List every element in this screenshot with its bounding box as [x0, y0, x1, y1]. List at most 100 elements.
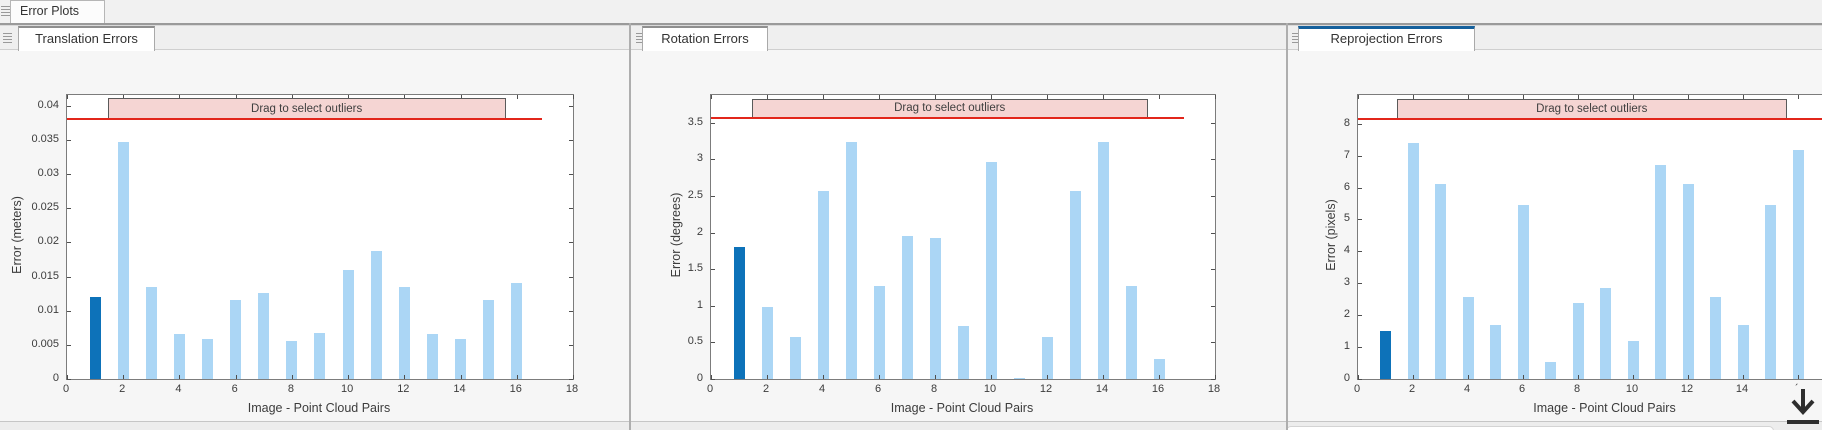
drag-to-select-outliers-band[interactable]: Drag to select outliers	[107, 98, 506, 119]
x-tick-mark	[1413, 95, 1414, 99]
tab-rotation-errors-label: Rotation Errors	[661, 31, 749, 46]
download-arrow-icon[interactable]	[1784, 386, 1822, 430]
bar[interactable]	[761, 306, 773, 379]
bar[interactable]	[817, 190, 829, 379]
y-tick-mark	[67, 174, 71, 176]
y-tick-label: 0.035	[31, 133, 59, 146]
bar[interactable]	[145, 286, 157, 379]
x-tick-mark	[348, 375, 350, 379]
bar[interactable]	[1737, 325, 1749, 379]
bar[interactable]	[929, 237, 941, 379]
reprojection-errors-plot-area[interactable]: Drag to select outliers	[1357, 94, 1822, 380]
x-tick-mark	[823, 95, 824, 99]
bar[interactable]	[1517, 204, 1529, 379]
bar[interactable]	[1013, 377, 1025, 379]
x-tick-mark	[348, 95, 350, 99]
x-tick-label: 4	[1463, 383, 1471, 395]
y-tick-mark	[568, 174, 573, 176]
outlier-threshold-line	[67, 117, 543, 120]
x-tick-mark	[67, 95, 68, 99]
tab-error-plots[interactable]: Error Plots	[10, 0, 105, 23]
bar[interactable]	[398, 286, 410, 379]
x-tick-mark	[935, 95, 936, 99]
y-tick-label: 8	[1343, 116, 1350, 129]
bar[interactable]	[1041, 337, 1053, 379]
rotation-errors-plot-area[interactable]: Drag to select outliers	[710, 94, 1216, 380]
y-tick-mark	[67, 344, 71, 346]
bar[interactable]	[286, 340, 298, 379]
bar[interactable]	[1462, 296, 1474, 379]
bar[interactable]	[1407, 142, 1419, 379]
drag-grip-icon[interactable]	[1292, 33, 1301, 44]
x-tick-label: 14	[1735, 383, 1749, 395]
drag-to-select-outliers-band[interactable]: Drag to select outliers	[1396, 98, 1787, 119]
bar[interactable]	[1490, 325, 1501, 379]
bottom-strip	[0, 421, 1822, 430]
bar[interactable]	[789, 337, 801, 379]
drag-grip-icon[interactable]	[1, 6, 10, 17]
x-tick-mark	[991, 375, 992, 379]
x-tick-label: 8	[930, 383, 938, 395]
bar[interactable]	[426, 333, 438, 379]
drag-grip-icon[interactable]	[3, 33, 12, 44]
bar[interactable]	[370, 250, 382, 379]
bar[interactable]	[1627, 340, 1639, 379]
x-tick-mark	[235, 375, 237, 379]
bar[interactable]	[957, 326, 969, 379]
bar[interactable]	[1125, 286, 1137, 379]
y-tick-mark	[67, 140, 71, 142]
bar[interactable]	[1600, 287, 1611, 379]
tab-translation-errors[interactable]: Translation Errors	[18, 26, 155, 51]
x-tick-mark	[1413, 375, 1414, 379]
panel-divider[interactable]	[629, 23, 631, 430]
x-tick-label: 6	[1518, 383, 1526, 395]
bar[interactable]	[1655, 165, 1666, 379]
y-tick-label: 0.015	[31, 269, 59, 282]
bar[interactable]	[901, 235, 913, 379]
translation-errors-plot-area[interactable]: Drag to select outliers	[66, 94, 574, 380]
tab-rotation-errors[interactable]: Rotation Errors	[642, 26, 768, 51]
drag-to-select-outliers-band[interactable]: Drag to select outliers	[751, 98, 1148, 118]
tab-reprojection-errors-label: Reprojection Errors	[1330, 31, 1443, 46]
x-tick-mark	[1358, 375, 1359, 379]
x-tick-label: 0	[1353, 383, 1361, 395]
bar[interactable]	[1545, 362, 1556, 379]
highlighted-bar[interactable]	[89, 297, 101, 379]
bar[interactable]	[455, 339, 467, 379]
x-tick-mark	[1047, 375, 1048, 379]
y-tick-mark	[1211, 122, 1215, 124]
bar[interactable]	[483, 299, 495, 379]
bar[interactable]	[1792, 150, 1804, 379]
y-tick-mark	[1358, 283, 1362, 285]
bar[interactable]	[845, 141, 857, 379]
bar[interactable]	[1069, 190, 1081, 379]
bar[interactable]	[1710, 296, 1721, 379]
bar[interactable]	[314, 333, 326, 379]
y-tick-mark	[711, 196, 715, 197]
bar[interactable]	[202, 339, 214, 379]
x-tick-label: ´	[1795, 383, 1799, 395]
bar[interactable]	[342, 269, 354, 379]
bar[interactable]	[1572, 303, 1584, 379]
bar[interactable]	[1682, 184, 1694, 379]
bar[interactable]	[1153, 358, 1165, 379]
bar[interactable]	[985, 161, 997, 379]
bar[interactable]	[117, 142, 129, 379]
bar[interactable]	[1435, 184, 1446, 379]
x-tick-mark	[1215, 375, 1216, 379]
highlighted-bar[interactable]	[733, 247, 745, 379]
tab-reprojection-errors[interactable]: Reprojection Errors	[1298, 26, 1475, 51]
bar[interactable]	[258, 292, 270, 379]
bar[interactable]	[173, 333, 185, 379]
bar[interactable]	[1765, 204, 1776, 379]
y-tick-label: 0	[52, 372, 59, 384]
highlighted-bar[interactable]	[1380, 331, 1391, 379]
y-tick-label: 3.5	[687, 115, 703, 128]
drag-grip-icon[interactable]	[636, 33, 645, 44]
y-tick-label: 0.04	[37, 98, 59, 111]
bar[interactable]	[873, 286, 885, 379]
bar[interactable]	[230, 299, 242, 379]
bar[interactable]	[511, 283, 523, 379]
panel-divider[interactable]	[1286, 23, 1288, 430]
bar[interactable]	[1097, 141, 1109, 379]
